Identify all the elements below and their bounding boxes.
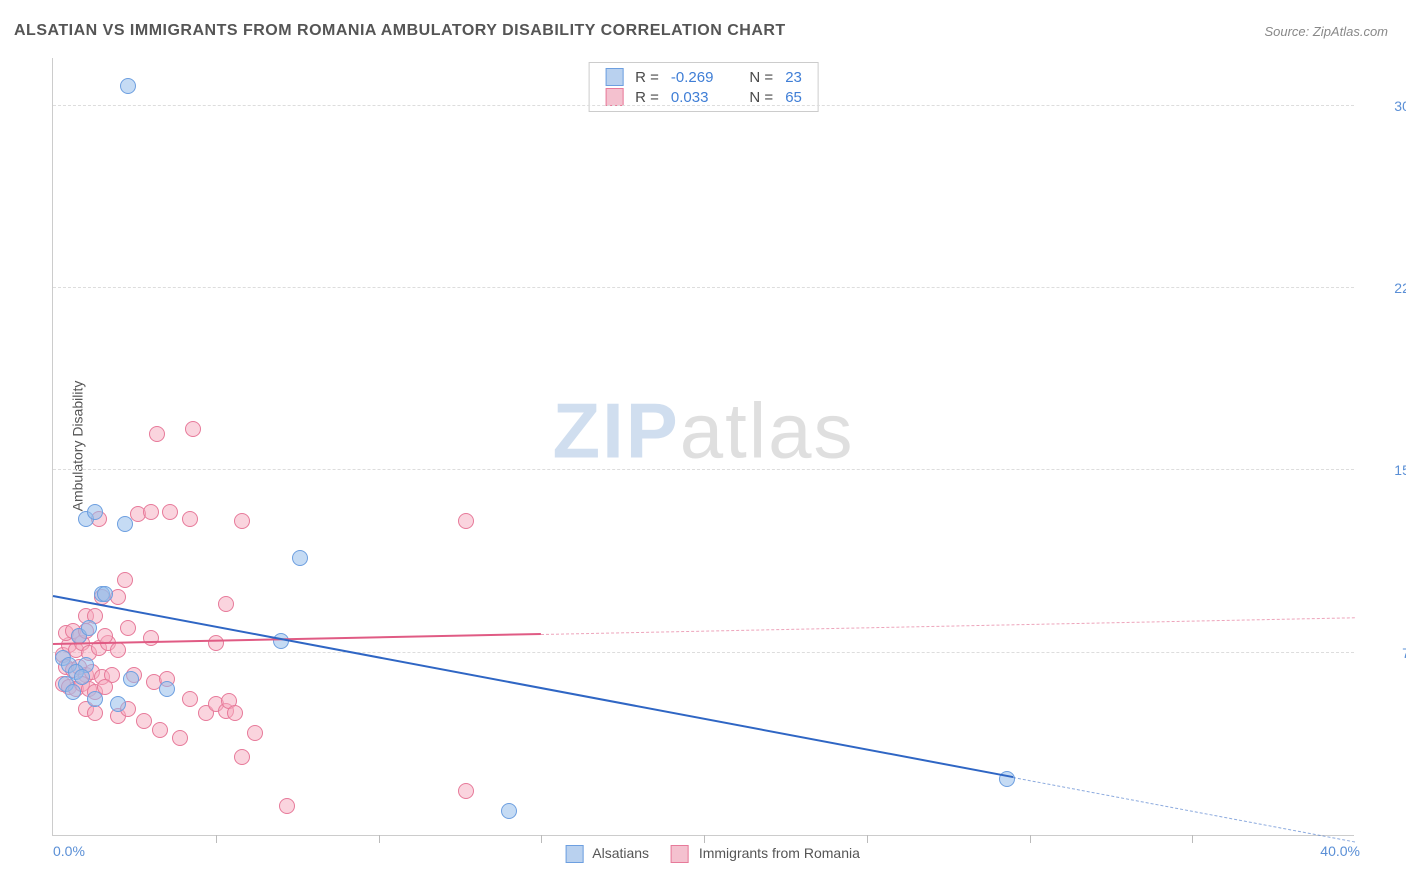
data-point-romania <box>182 691 198 707</box>
data-point-romania <box>458 513 474 529</box>
r-value-alsatians: -0.269 <box>665 67 720 87</box>
data-point-alsatians <box>292 550 308 566</box>
watermark-zip: ZIP <box>552 386 679 474</box>
y-tick-label: 7.5% <box>1364 645 1406 661</box>
data-point-romania <box>120 620 136 636</box>
data-point-alsatians <box>110 696 126 712</box>
x-tick <box>867 835 868 843</box>
x-tick <box>216 835 217 843</box>
x-tick <box>1192 835 1193 843</box>
n-label: N = <box>743 67 779 87</box>
data-point-alsatians <box>65 684 81 700</box>
chart-container: ALSATIAN VS IMMIGRANTS FROM ROMANIA AMBU… <box>0 0 1406 892</box>
data-point-romania <box>172 730 188 746</box>
data-point-romania <box>234 513 250 529</box>
data-point-romania <box>143 630 159 646</box>
data-point-romania <box>208 635 224 651</box>
stats-row-alsatians: R = -0.269 N = 23 <box>599 67 808 87</box>
data-point-romania <box>458 783 474 799</box>
r-label: R = <box>629 67 665 87</box>
data-point-alsatians <box>123 671 139 687</box>
data-point-romania <box>234 749 250 765</box>
legend-label-alsatians: Alsatians <box>592 845 649 861</box>
x-tick <box>1030 835 1031 843</box>
source-label: Source: ZipAtlas.com <box>1264 24 1388 39</box>
data-point-romania <box>247 725 263 741</box>
legend-swatch-romania <box>671 845 689 863</box>
n-value-alsatians: 23 <box>779 67 808 87</box>
trend-line-alsatians <box>53 595 1014 778</box>
data-point-romania <box>152 722 168 738</box>
series-legend: Alsatians Immigrants from Romania <box>547 845 860 863</box>
x-tick <box>541 835 542 843</box>
watermark: ZIPatlas <box>552 385 854 476</box>
legend-label-romania: Immigrants from Romania <box>699 845 860 861</box>
x-tick <box>379 835 380 843</box>
chart-title: ALSATIAN VS IMMIGRANTS FROM ROMANIA AMBU… <box>14 22 786 40</box>
data-point-romania <box>143 504 159 520</box>
data-point-alsatians <box>117 516 133 532</box>
watermark-atlas: atlas <box>680 386 855 474</box>
data-point-romania <box>227 705 243 721</box>
data-point-alsatians <box>120 78 136 94</box>
data-point-alsatians <box>87 504 103 520</box>
gridline <box>53 469 1354 470</box>
data-point-romania <box>182 511 198 527</box>
swatch-alsatians <box>605 68 623 86</box>
trend-line-romania-ext <box>541 618 1355 636</box>
data-point-alsatians <box>501 803 517 819</box>
y-tick-label: 30.0% <box>1364 98 1406 114</box>
plot-area: ZIPatlas R = -0.269 N = 23 R = 0.033 N = <box>52 58 1354 836</box>
x-axis-end-label: 40.0% <box>1320 843 1360 859</box>
swatch-romania <box>605 88 623 106</box>
x-axis-origin-label: 0.0% <box>53 843 85 859</box>
data-point-romania <box>87 705 103 721</box>
data-point-alsatians <box>74 669 90 685</box>
data-point-romania <box>110 642 126 658</box>
gridline <box>53 105 1354 106</box>
gridline <box>53 287 1354 288</box>
trend-line-alsatians-ext <box>1013 777 1355 842</box>
data-point-romania <box>149 426 165 442</box>
data-point-romania <box>117 572 133 588</box>
data-point-romania <box>136 713 152 729</box>
x-tick <box>704 835 705 843</box>
y-tick-label: 22.5% <box>1364 280 1406 296</box>
gridline <box>53 652 1354 653</box>
data-point-romania <box>162 504 178 520</box>
data-point-alsatians <box>87 691 103 707</box>
data-point-alsatians <box>81 620 97 636</box>
legend-swatch-alsatians <box>565 845 583 863</box>
data-point-alsatians <box>97 586 113 602</box>
data-point-romania <box>218 596 234 612</box>
data-point-romania <box>279 798 295 814</box>
data-point-romania <box>185 421 201 437</box>
y-tick-label: 15.0% <box>1364 462 1406 478</box>
data-point-alsatians <box>159 681 175 697</box>
